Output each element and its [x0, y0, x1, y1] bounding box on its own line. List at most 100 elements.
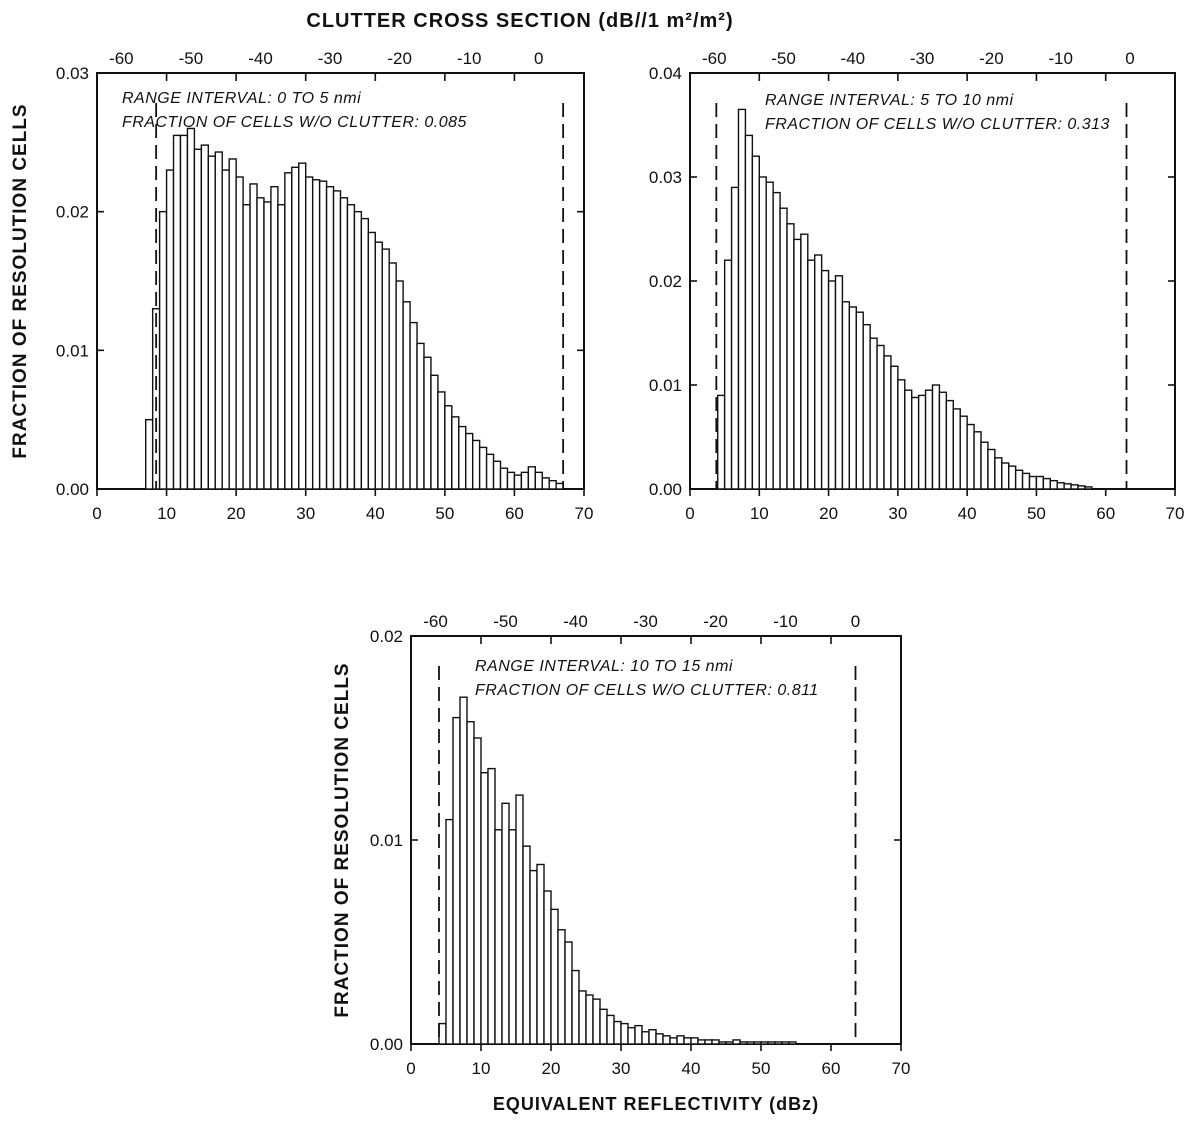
y-tick-label: 0.01 [56, 341, 89, 360]
histogram-bar [960, 416, 967, 489]
x-tick-label: 60 [505, 504, 524, 523]
x-tick-label: 30 [296, 504, 315, 523]
x-tick-label: 30 [612, 1059, 631, 1078]
histogram-bar [502, 803, 509, 1044]
histogram-bar [544, 891, 551, 1044]
annotation-fraction-no-clutter: FRACTION OF CELLS W/O CLUTTER: 0.811 [475, 682, 819, 699]
histogram-bar [292, 167, 299, 489]
histogram-bar [229, 159, 236, 489]
histogram-bar [649, 1030, 656, 1044]
histogram-bar [271, 187, 278, 489]
histogram-bar [981, 442, 988, 489]
histogram-bar [174, 135, 181, 489]
histogram-bar [628, 1028, 635, 1044]
y-tick-label: 0.04 [649, 64, 682, 83]
histogram-bar [586, 995, 593, 1044]
x-tick-label: 0 [92, 504, 101, 523]
histogram-bar [884, 356, 891, 489]
histogram-bar [556, 483, 563, 489]
histogram-bar [1009, 466, 1016, 489]
histogram-bar [453, 718, 460, 1044]
x-tick-label: 50 [435, 504, 454, 523]
histogram-bar [1023, 473, 1030, 489]
histogram-bar [285, 173, 292, 489]
y-tick-label: 0.01 [649, 376, 682, 395]
top-tick-label: -40 [563, 612, 588, 631]
histogram-bar [445, 406, 452, 489]
histogram-bar [572, 971, 579, 1044]
histogram-bar [306, 177, 313, 489]
histogram-bar [361, 219, 368, 489]
x-tick-label: 0 [406, 1059, 415, 1078]
histogram-bar [988, 449, 995, 489]
y-tick-label: 0.02 [649, 272, 682, 291]
histogram-bar [187, 128, 194, 489]
histogram-bar [822, 271, 829, 489]
histogram-bar [501, 468, 508, 489]
histogram-bar [939, 392, 946, 489]
top-tick-label: -50 [179, 49, 204, 68]
histogram-bar [829, 281, 836, 489]
histogram-bar [481, 773, 488, 1044]
x-tick-label: 60 [1096, 504, 1115, 523]
histogram-bar [794, 239, 801, 489]
histogram-bar [313, 180, 320, 489]
histogram-bar [808, 260, 815, 489]
histogram-bar [842, 302, 849, 489]
histogram-bar [327, 187, 334, 489]
histogram-bar [974, 432, 981, 489]
x-tick-label: 20 [227, 504, 246, 523]
histogram-bar [1078, 486, 1085, 489]
histogram-bar [898, 380, 905, 489]
histogram-bar [466, 434, 473, 489]
histogram-bar [495, 830, 502, 1044]
histogram-bar [719, 1042, 726, 1044]
histogram-bar [946, 401, 953, 489]
y-tick-label: 0.00 [56, 480, 89, 499]
histogram-bar [656, 1034, 663, 1044]
x-tick-label: 70 [575, 504, 594, 523]
histogram-bar [768, 1042, 775, 1044]
top-tick-label: -60 [109, 49, 134, 68]
x-tick-label: 50 [752, 1059, 771, 1078]
histogram-bar [933, 385, 940, 489]
histogram-bar [1016, 470, 1023, 489]
top-tick-label: -20 [387, 49, 412, 68]
histogram-bar [635, 1026, 642, 1044]
histogram-bar [523, 846, 530, 1044]
histogram-bar [167, 170, 174, 489]
x-tick-label: 10 [750, 504, 769, 523]
y-tick-label: 0.03 [56, 64, 89, 83]
top-tick-label: -30 [910, 49, 935, 68]
top-tick-label: -50 [493, 612, 518, 631]
x-tick-label: 70 [1166, 504, 1185, 523]
histogram-bar [1036, 477, 1043, 489]
histogram-bar [621, 1024, 628, 1044]
histogram-bar [222, 170, 229, 489]
histogram-bar [1043, 479, 1050, 489]
histogram-bar [726, 1042, 733, 1044]
histogram-bar [460, 697, 467, 1044]
histogram-bar [278, 205, 285, 489]
histogram-bar [919, 395, 926, 489]
top-tick-label: -60 [702, 49, 727, 68]
histogram-bar [745, 135, 752, 489]
histogram-bar [396, 281, 403, 489]
x-tick-label: 10 [157, 504, 176, 523]
annotation-range-interval: RANGE INTERVAL: 0 TO 5 nmi [122, 90, 361, 107]
histogram-bar [849, 307, 856, 489]
histogram-bar [677, 1036, 684, 1044]
histogram-bar [698, 1040, 705, 1044]
x-tick-label: 40 [682, 1059, 701, 1078]
histogram-bar [953, 409, 960, 489]
top-tick-label: -30 [633, 612, 658, 631]
histogram-bar [530, 871, 537, 1044]
figure-top-title: CLUTTER CROSS SECTION (dB//1 m²/m²) [306, 10, 733, 32]
y-tick-label: 0.02 [370, 627, 403, 646]
histogram-bar [537, 864, 544, 1044]
annotation-fraction-no-clutter: FRACTION OF CELLS W/O CLUTTER: 0.313 [765, 116, 1110, 133]
histogram-bar [725, 260, 732, 489]
x-tick-label: 40 [366, 504, 385, 523]
x-tick-label: 30 [888, 504, 907, 523]
x-tick-label: 60 [822, 1059, 841, 1078]
